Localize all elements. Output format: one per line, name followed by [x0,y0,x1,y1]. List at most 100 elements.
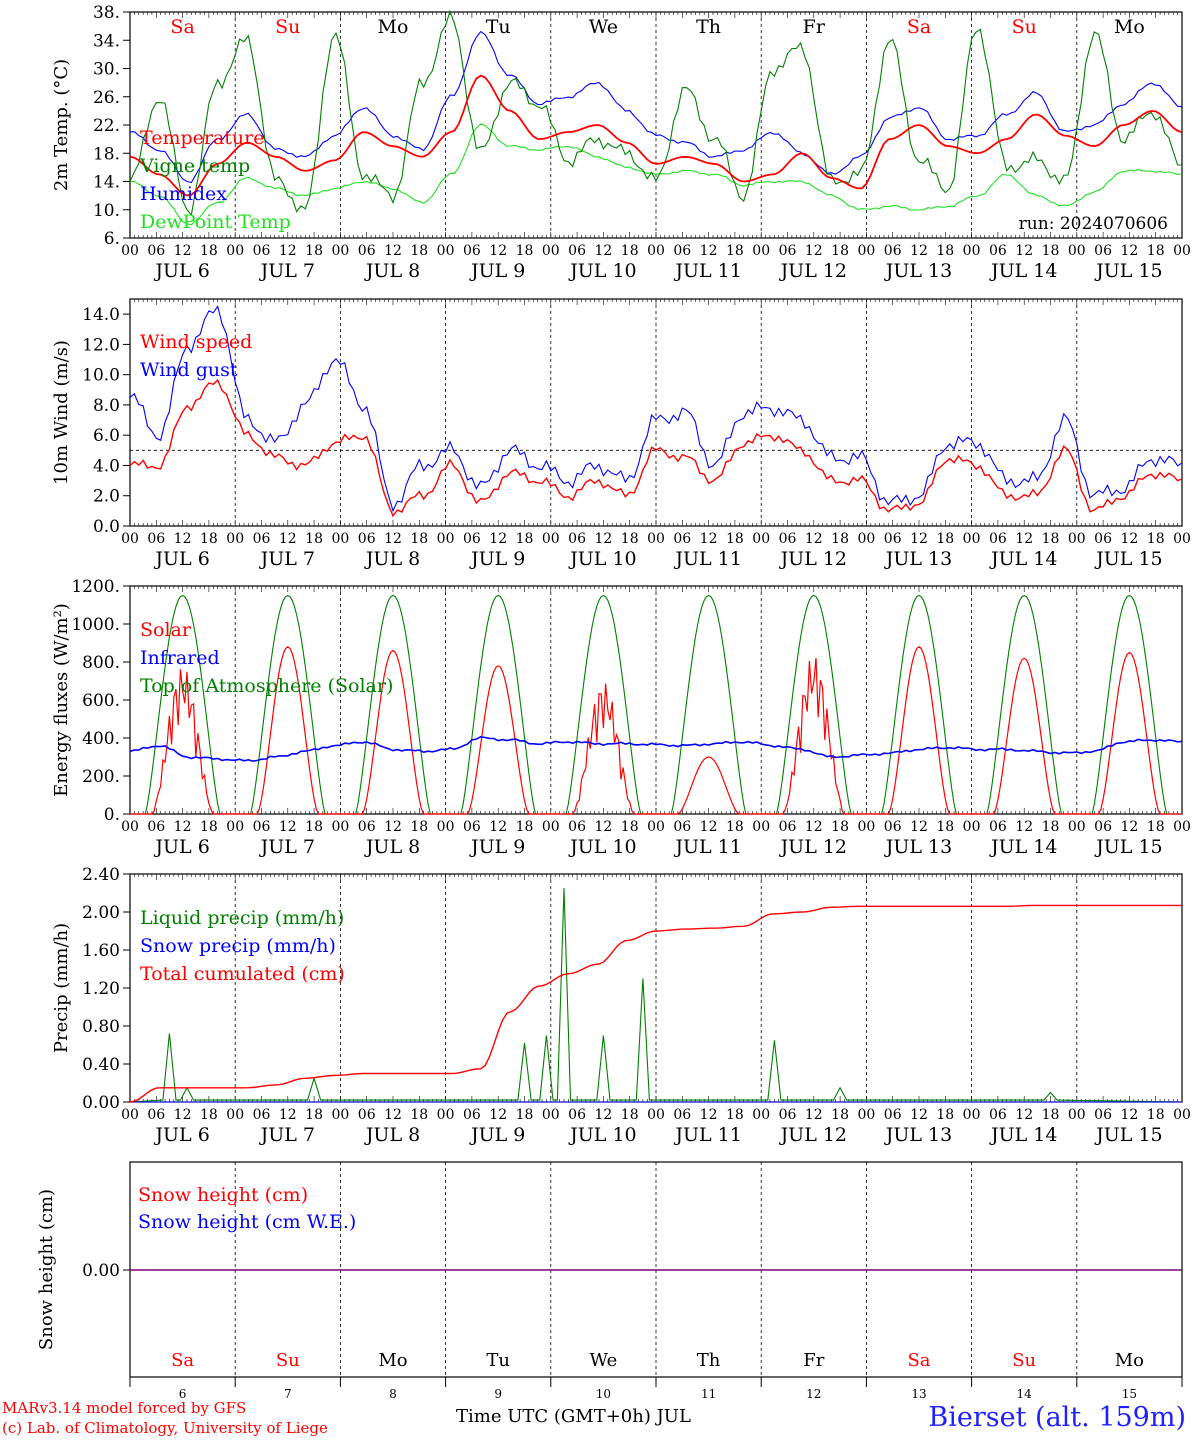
y-tick-label: 34. [93,31,120,51]
hour-tick-label: 18 [1147,1107,1165,1123]
day-number: 11 [701,1387,716,1401]
date-label: JUL 9 [469,260,525,282]
hour-tick-label: 12 [174,1107,192,1123]
time-axis-label: Time UTC (GMT+0h) JUL [456,1406,691,1427]
y-tick-label: 10. [93,201,120,221]
date-label: JUL 6 [153,1124,209,1146]
date-label: JUL 8 [364,836,420,858]
hour-tick-label: 12 [1120,1107,1138,1123]
hour-tick-label: 18 [516,819,534,835]
weekday-label-bottom: Fr [803,1350,824,1371]
hour-tick-label: 12 [910,819,928,835]
y-axis-wind: 0.0 2.0 4.0 6.0 8.0 10.0 12.0 14.0 10m Wind (m/s… [51,305,130,537]
date-label: JUL 13 [884,260,952,282]
hour-tick-label: 12 [1015,1107,1033,1123]
y-tick-label: 0.00 [82,1261,120,1281]
hour-tick-label: 06 [884,819,902,835]
hour-tick-label: 06 [1094,1107,1112,1123]
hour-tick-label: 06 [147,531,165,547]
date-label: JUL 13 [884,836,952,858]
y-tick-label: 38. [93,3,120,23]
hour-tick-label: 06 [1094,819,1112,835]
hour-tick-label: 12 [805,243,823,259]
y-tick-label: 14.0 [82,305,120,325]
y-axis-label: Energy fluxes (W/m²) [51,603,72,797]
weekday-label-bottom: Mo [1115,1350,1144,1371]
hour-tick-label: 00 [437,819,455,835]
y-axis-energy: 0. 200. 400. 600. 800. 1000. 1200. Energy fluxe… [51,577,130,825]
hour-tick-label: 00 [121,1107,139,1123]
y-tick-label: 8.0 [93,396,120,416]
hour-tick-label: 06 [463,1107,481,1123]
weekday-label-bottom: Su [1012,1350,1036,1371]
hour-tick-label: 18 [831,1107,849,1123]
vigne-temp-line [129,9,1182,217]
date-label: JUL 9 [469,836,525,858]
hour-tick-label: 06 [884,243,902,259]
hour-tick-label: 00 [963,243,981,259]
hour-tick-label: 12 [700,243,718,259]
y-tick-label: 2.40 [82,865,120,885]
hour-tick-label: 00 [752,531,770,547]
legend-entry: Wind gust [140,359,238,381]
date-label: JUL 9 [469,548,525,570]
legend-entry: DewPoint Temp [140,211,291,233]
hour-tick-label: 18 [1042,819,1060,835]
y-tick-label: 6. [104,229,120,249]
hour-tick-label: 06 [1094,243,1112,259]
hour-tick-label: 06 [253,1107,271,1123]
date-label: JUL 9 [469,1124,525,1146]
date-label: JUL 10 [568,1124,636,1146]
weekday-label: Fr [803,16,826,38]
hour-tick-label: 00 [226,1107,244,1123]
weekday-label: Su [1012,16,1037,38]
hour-tick-label: 18 [305,243,323,259]
temperature-line [129,74,1183,197]
hour-tick-label: 00 [647,531,665,547]
hour-tick-label: 00 [437,1107,455,1123]
hour-tick-label: 18 [305,1107,323,1123]
day-number: 10 [596,1387,611,1401]
hour-tick-label: 18 [516,243,534,259]
hour-tick-label: 18 [1042,243,1060,259]
y-tick-label: 600. [82,691,120,711]
y-tick-label: 30. [93,60,120,80]
legend-entry: Temperature [140,127,264,149]
hour-tick-label: 18 [621,243,639,259]
hour-tick-label: 12 [700,819,718,835]
weekday-label-bottom: We [590,1350,618,1371]
hour-tick-label: 06 [358,243,376,259]
hour-tick-label: 00 [752,1107,770,1123]
weekday-label: Mo [1114,16,1145,38]
date-label: JUL 14 [989,1124,1057,1146]
date-label: JUL 14 [989,260,1057,282]
hour-tick-label: 18 [1147,819,1165,835]
hour-tick-label: 06 [989,819,1007,835]
hour-tick-label: 12 [594,1107,612,1123]
hour-tick-label: 18 [410,531,428,547]
hour-tick-label: 12 [910,1107,928,1123]
hour-tick-label: 00 [542,531,560,547]
y-axis-label: 10m Wind (m/s) [51,340,72,485]
legend-entry: Solar [140,619,192,641]
weekday-label: Tu [486,16,511,38]
y-tick-label: 0.00 [82,1093,120,1113]
hour-tick-label: 00 [1068,1107,1086,1123]
hour-tick-label: 00 [437,531,455,547]
hour-tick-label: 00 [1068,243,1086,259]
hour-tick-label: 06 [463,243,481,259]
legend-entry: Snow height (cm W.E.) [138,1211,356,1233]
weekday-label: We [589,16,618,38]
hour-tick-label: 06 [358,819,376,835]
hour-tick-label: 12 [384,819,402,835]
y-tick-label: 12.0 [82,335,120,355]
hour-tick-label: 06 [673,819,691,835]
legend-entry: Vigne temp [139,155,250,177]
y-tick-label: 26. [93,88,120,108]
day-number: 9 [494,1387,502,1401]
hour-tick-label: 12 [1015,819,1033,835]
hour-tick-label: 06 [463,531,481,547]
hour-tick-label: 18 [305,819,323,835]
hour-tick-label: 12 [1015,243,1033,259]
